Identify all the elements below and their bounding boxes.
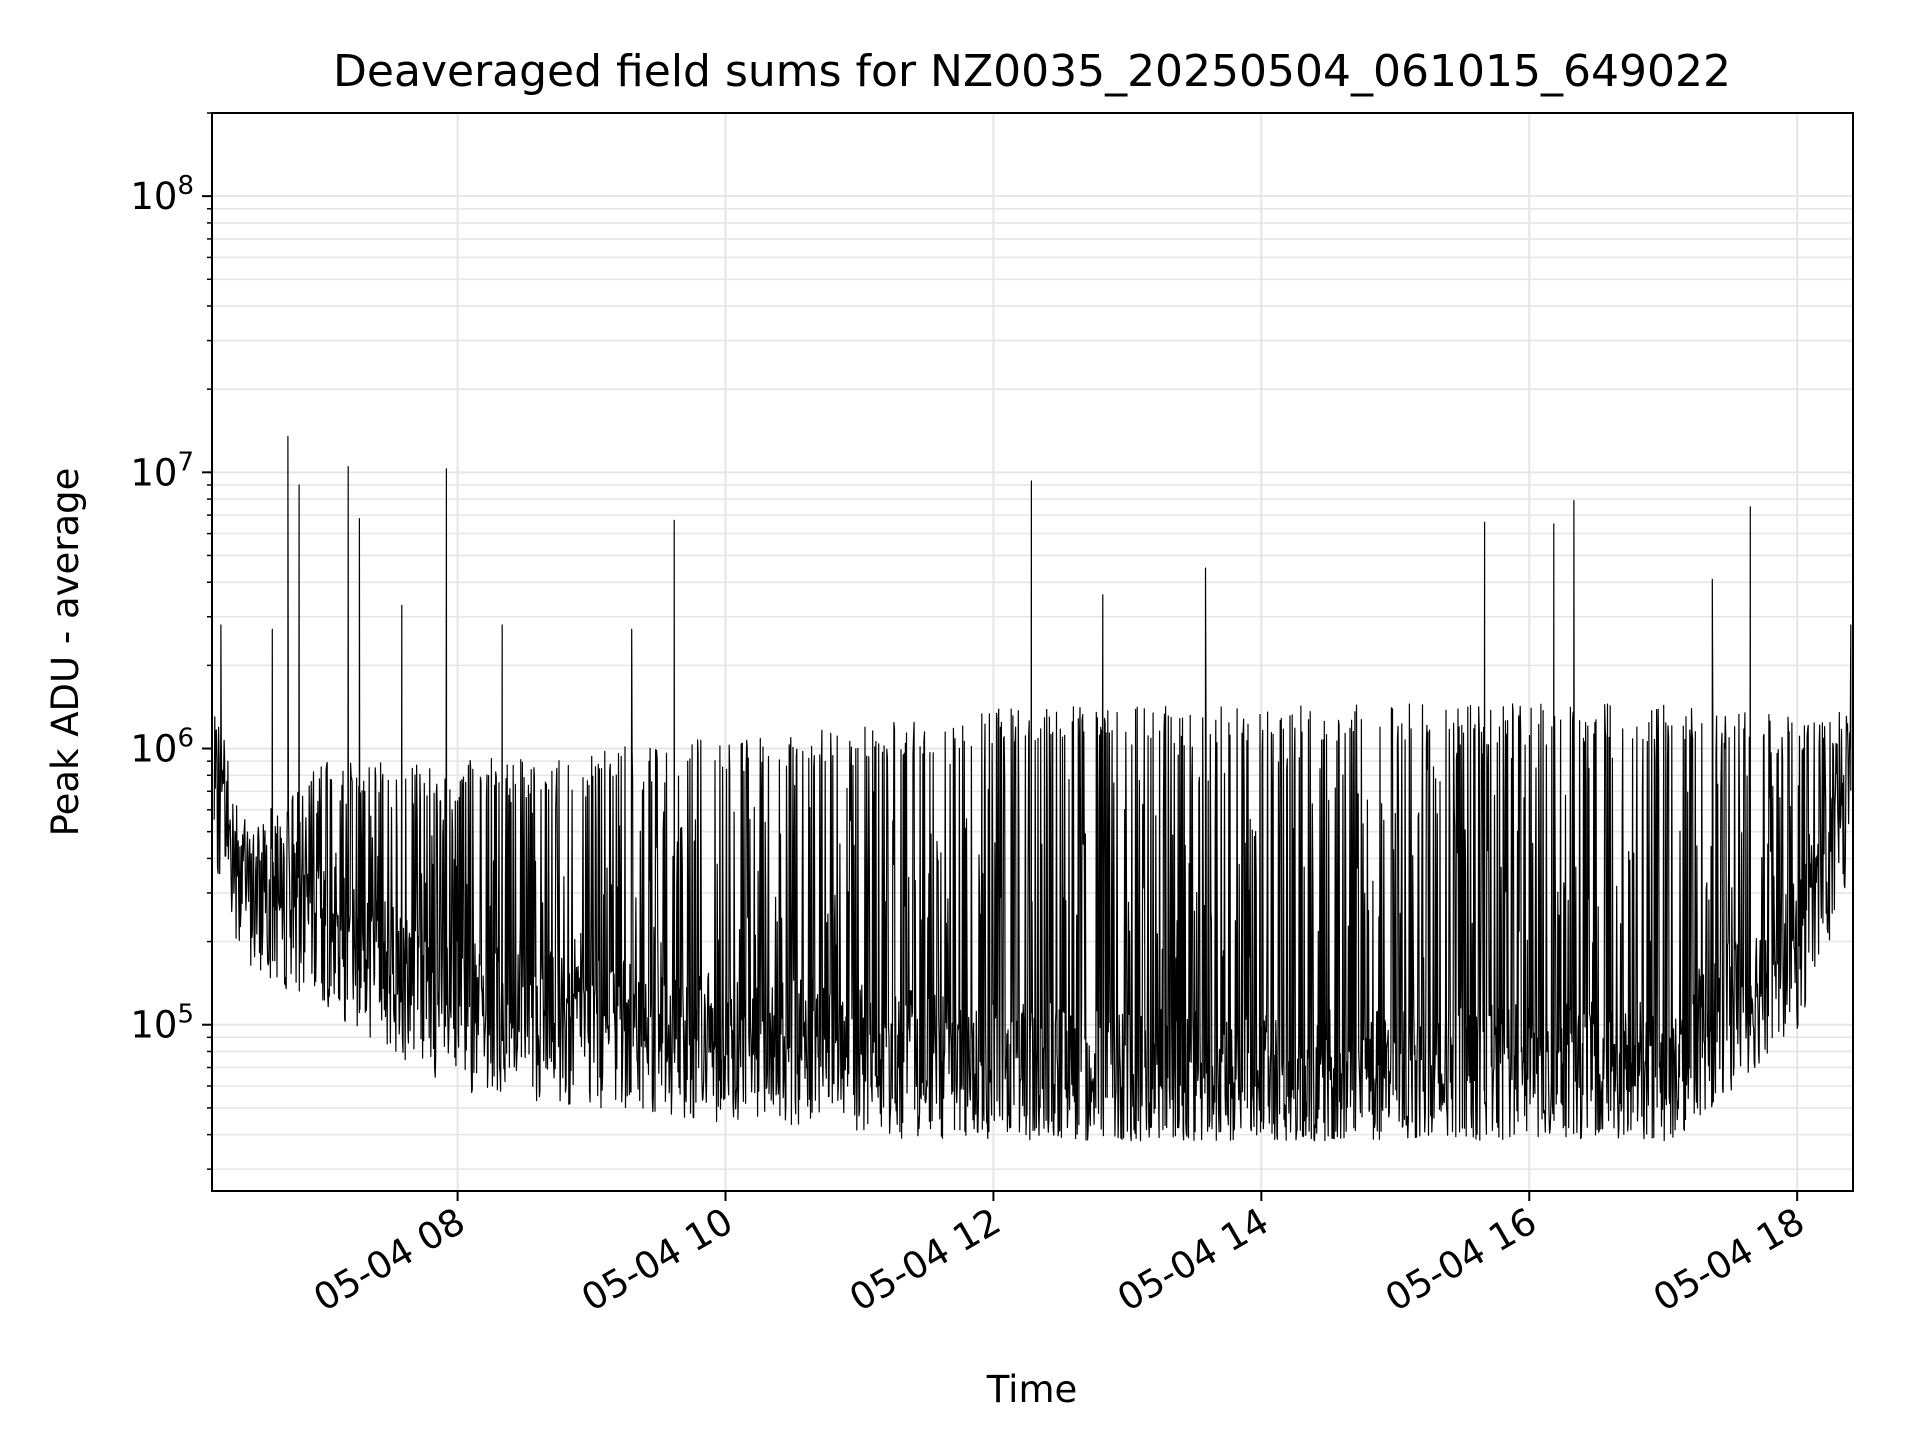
y-tick-label: 106 xyxy=(130,724,194,771)
y-axis-ticks: 105 106 107 108 xyxy=(130,112,212,1170)
y-tick-label: 107 xyxy=(130,447,194,494)
y-tick-label: 105 xyxy=(130,1000,194,1047)
x-axis-label: Time xyxy=(986,1368,1078,1411)
y-axis-label: Peak ADU - average xyxy=(44,468,87,837)
y-tick-label: 108 xyxy=(130,171,194,218)
series-line xyxy=(213,435,1852,1142)
plot-frame xyxy=(211,112,1854,1192)
series-path xyxy=(213,435,1852,1142)
chart-title: Deaveraged field sums for NZ0035_2025050… xyxy=(333,46,1731,97)
